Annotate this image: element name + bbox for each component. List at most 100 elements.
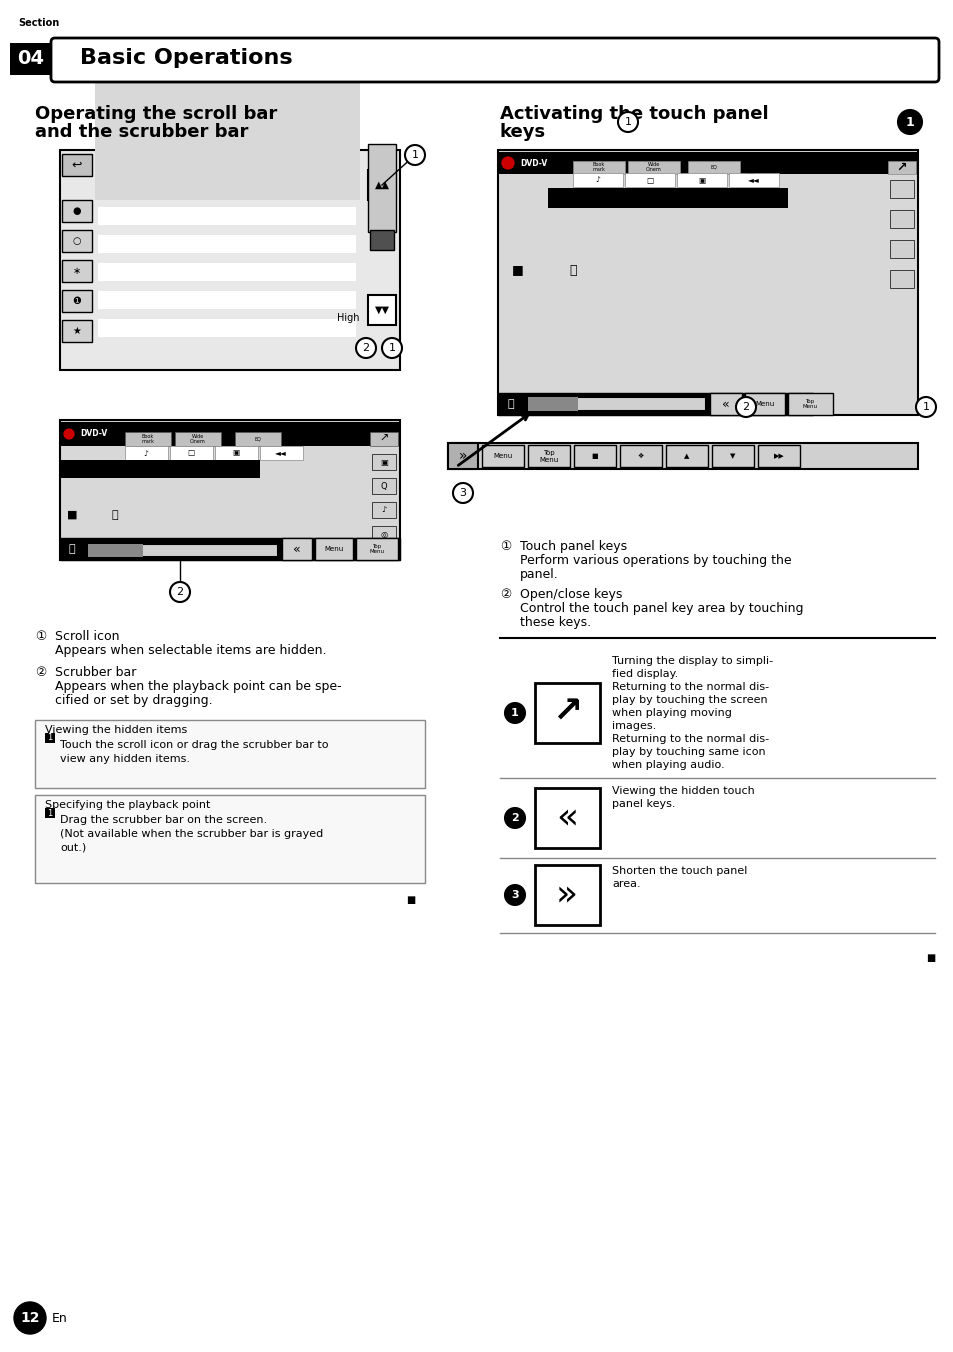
Text: out.): out.): [60, 844, 86, 853]
Text: ♪: ♪: [143, 449, 149, 457]
Bar: [711, 445, 753, 466]
Text: ⏸: ⏸: [69, 544, 75, 554]
Text: Appears when selectable items are hidden.: Appears when selectable items are hidden…: [55, 644, 326, 657]
Bar: [709, 393, 741, 415]
Text: 1: 1: [904, 115, 913, 128]
Bar: [98, 264, 355, 281]
Bar: [368, 145, 395, 233]
Text: ②: ②: [35, 667, 46, 679]
Bar: [370, 433, 397, 446]
Text: 1: 1: [411, 150, 418, 160]
Text: Operating the scroll bar: Operating the scroll bar: [35, 105, 277, 123]
Bar: [98, 207, 355, 224]
Text: Book
mark: Book mark: [592, 162, 605, 173]
Text: Appears when the playback point can be spe-: Appears when the playback point can be s…: [55, 680, 341, 694]
Bar: [60, 538, 399, 560]
Circle shape: [405, 145, 424, 165]
Text: ●: ●: [72, 206, 81, 216]
Bar: [62, 289, 91, 312]
Bar: [527, 445, 569, 466]
Text: 1: 1: [511, 708, 518, 718]
Text: EQ
||||: EQ ||||: [745, 161, 753, 173]
Text: panel keys.: panel keys.: [612, 799, 675, 808]
Bar: [372, 479, 395, 493]
Text: ▼▼: ▼▼: [375, 306, 389, 315]
Text: ↗: ↗: [379, 434, 388, 443]
Text: ⏸: ⏸: [507, 399, 514, 410]
Text: ↗: ↗: [551, 696, 581, 730]
Bar: [527, 397, 578, 411]
Text: DVD-V: DVD-V: [80, 430, 107, 438]
Text: ◄◄: ◄◄: [274, 449, 287, 457]
Bar: [370, 230, 394, 250]
Text: En: En: [52, 1311, 68, 1325]
Text: area.: area.: [612, 879, 640, 890]
Bar: [527, 397, 705, 411]
Bar: [125, 433, 171, 446]
Text: 3: 3: [511, 890, 518, 900]
Text: ▼: ▼: [730, 453, 735, 458]
Text: cified or set by dragging.: cified or set by dragging.: [55, 694, 213, 707]
Text: keys: keys: [499, 123, 545, 141]
Text: when playing moving: when playing moving: [612, 708, 731, 718]
Bar: [448, 443, 477, 469]
FancyBboxPatch shape: [10, 43, 52, 74]
Bar: [174, 433, 221, 446]
Text: »: »: [556, 877, 578, 913]
Bar: [62, 200, 91, 222]
Text: Top
Menu: Top Menu: [369, 544, 384, 554]
Text: Touch panel keys: Touch panel keys: [519, 539, 626, 553]
Circle shape: [504, 703, 524, 723]
Text: 04: 04: [17, 49, 45, 68]
Text: Menu: Menu: [493, 453, 512, 458]
Text: ■: ■: [67, 510, 77, 521]
Bar: [355, 538, 397, 560]
Circle shape: [170, 581, 190, 602]
Bar: [448, 443, 917, 469]
Bar: [62, 154, 91, 176]
Bar: [98, 235, 355, 253]
Bar: [665, 445, 707, 466]
Bar: [744, 393, 784, 415]
Bar: [547, 188, 787, 208]
Text: Returning to the normal dis-: Returning to the normal dis-: [612, 681, 768, 692]
Text: Book
mark: Book mark: [141, 434, 154, 445]
Bar: [728, 173, 779, 187]
Text: ♪: ♪: [381, 506, 386, 515]
Text: panel.: panel.: [519, 568, 558, 581]
Circle shape: [504, 886, 524, 904]
Bar: [372, 502, 395, 518]
Bar: [889, 241, 913, 258]
Circle shape: [453, 483, 473, 503]
Text: 2: 2: [741, 402, 749, 412]
Bar: [234, 433, 281, 446]
Text: ⧉: ⧉: [569, 264, 577, 277]
Text: when playing audio.: when playing audio.: [612, 760, 724, 771]
Bar: [372, 454, 395, 470]
Bar: [170, 446, 213, 460]
Text: Menu: Menu: [755, 402, 774, 407]
Text: »: »: [458, 449, 467, 462]
Circle shape: [381, 338, 401, 358]
Text: □: □: [646, 176, 653, 184]
Bar: [889, 180, 913, 197]
Text: Control the touch panel key area by touching: Control the touch panel key area by touc…: [519, 602, 802, 615]
Text: play by touching the screen: play by touching the screen: [612, 695, 767, 704]
Bar: [619, 445, 661, 466]
Text: images.: images.: [612, 721, 656, 731]
Text: EQ: EQ: [710, 165, 717, 169]
Bar: [574, 445, 616, 466]
Circle shape: [915, 397, 935, 416]
Bar: [88, 544, 143, 557]
Text: ▣: ▣: [698, 176, 705, 184]
Bar: [497, 150, 917, 415]
Bar: [60, 420, 399, 560]
Bar: [889, 270, 913, 288]
Text: Touch the scroll icon or drag the scrubber bar to: Touch the scroll icon or drag the scrubb…: [60, 740, 328, 750]
Text: Shorten the touch panel: Shorten the touch panel: [612, 867, 746, 876]
Text: ■: ■: [591, 453, 598, 458]
Bar: [98, 319, 355, 337]
Bar: [95, 50, 359, 200]
Bar: [214, 446, 257, 460]
Bar: [372, 526, 395, 542]
